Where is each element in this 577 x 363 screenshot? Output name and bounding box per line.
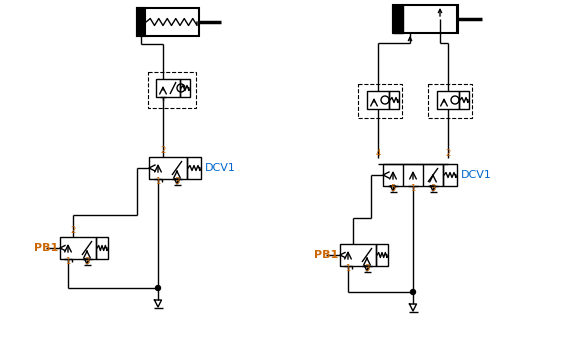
Bar <box>358 84 402 118</box>
Text: 1: 1 <box>65 257 70 266</box>
Text: 3: 3 <box>430 184 436 193</box>
Bar <box>459 91 469 109</box>
Bar <box>148 72 196 108</box>
Text: PB1: PB1 <box>34 243 58 253</box>
Bar <box>389 91 399 109</box>
Bar <box>393 5 458 33</box>
Text: 2: 2 <box>160 146 166 155</box>
Bar <box>137 8 145 36</box>
Text: 3: 3 <box>364 264 370 273</box>
Bar <box>367 91 389 109</box>
Text: 5: 5 <box>391 184 396 193</box>
Text: 3: 3 <box>84 257 89 266</box>
Bar <box>340 244 376 266</box>
Bar <box>149 157 187 179</box>
Text: DCV1: DCV1 <box>205 163 236 173</box>
Bar <box>187 157 201 179</box>
Text: PB1: PB1 <box>314 250 338 260</box>
Bar <box>428 84 472 118</box>
Text: 1: 1 <box>155 177 160 186</box>
Bar <box>180 79 190 97</box>
Bar <box>383 164 443 186</box>
Bar <box>137 8 199 36</box>
Bar <box>437 91 459 109</box>
Circle shape <box>155 286 160 290</box>
Bar <box>376 244 388 266</box>
Text: 4: 4 <box>376 149 381 158</box>
Text: DCV1: DCV1 <box>461 170 492 180</box>
Bar <box>156 79 180 97</box>
Circle shape <box>410 290 415 294</box>
Text: 2: 2 <box>445 149 451 158</box>
Bar <box>443 164 457 186</box>
Text: 1: 1 <box>346 264 351 273</box>
Bar <box>60 237 96 259</box>
Text: 3: 3 <box>174 177 179 186</box>
Bar <box>96 237 108 259</box>
Text: 2: 2 <box>70 226 76 235</box>
Bar <box>393 5 403 33</box>
Text: 1: 1 <box>410 184 415 193</box>
